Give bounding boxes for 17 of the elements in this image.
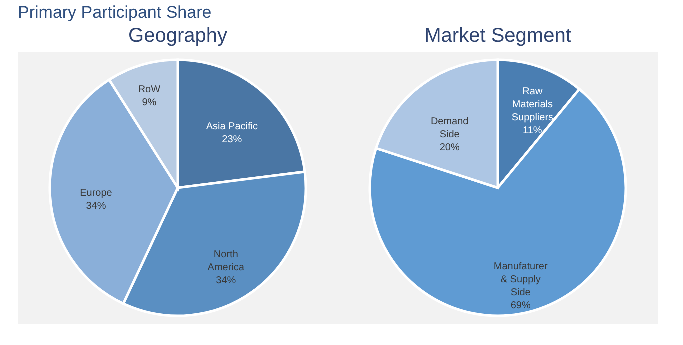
data-label: 34%: [216, 275, 236, 286]
data-label: 34%: [86, 201, 106, 212]
chart-title: Geography: [128, 25, 228, 47]
slice-label: Raw Materials Suppliers: [512, 86, 554, 124]
slice-label: Europe: [80, 188, 113, 200]
data-label: 23%: [222, 134, 242, 146]
slice-label: Demand Side: [430, 116, 469, 141]
data-label: 9%: [142, 98, 157, 109]
slice-label: Manufaturer & Supply Side: [494, 262, 548, 299]
slice-label: Asia Pacific: [206, 122, 258, 133]
text: Primary Participant Share: [18, 3, 212, 22]
chart-title: Market Segment: [424, 25, 572, 47]
slice-label: North America: [208, 249, 245, 274]
data-label: 20%: [440, 142, 460, 154]
slice-label: RoW: [138, 84, 162, 96]
data-label: 11%: [523, 126, 542, 137]
data-label: 69%: [510, 300, 531, 312]
